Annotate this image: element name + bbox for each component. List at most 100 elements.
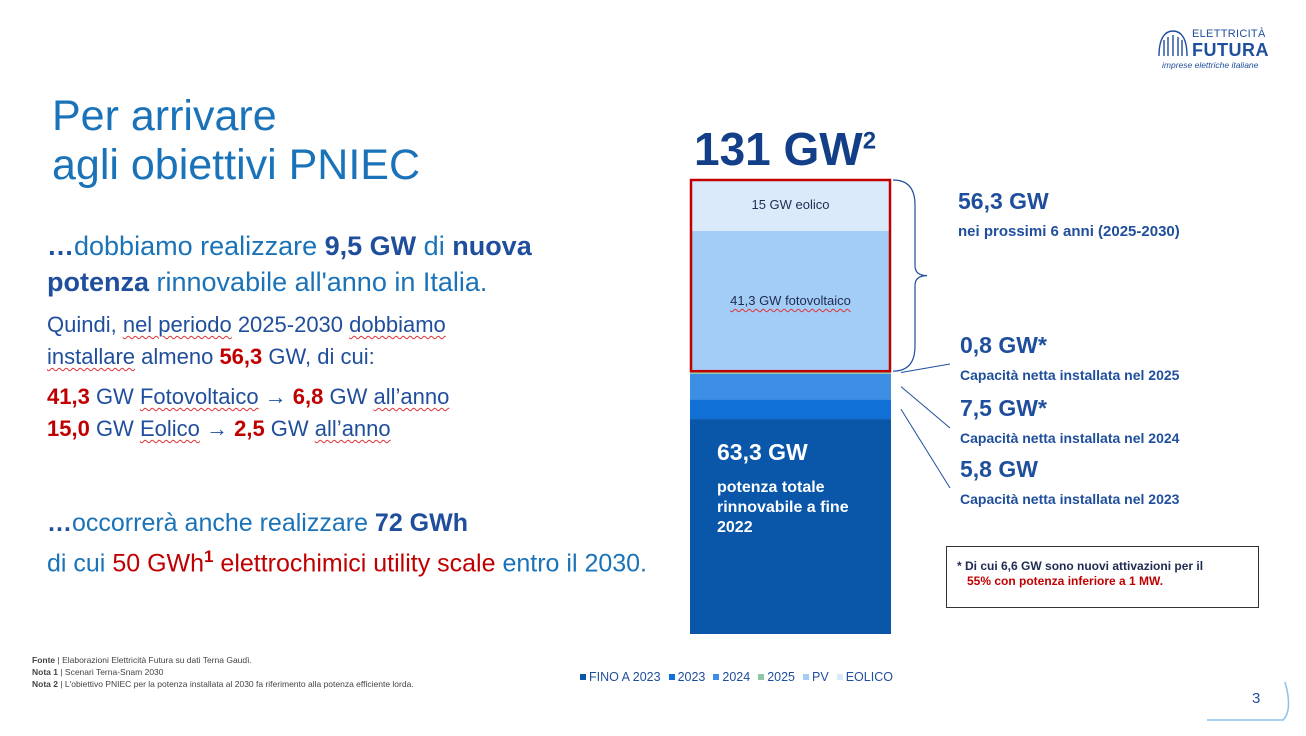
pv-unit: GW (89, 384, 140, 409)
bracket-value: 56,3 GW (958, 188, 1049, 214)
elettricita-futura-logo: ELETTRICITÀ FUTURA imprese elettriche it… (1156, 28, 1278, 73)
wind-allanno: all’anno (314, 416, 391, 441)
logo-columns-icon (1158, 30, 1188, 57)
footnote-1: 1 (204, 547, 214, 566)
wind-unit: GW (89, 416, 140, 441)
leader-line-2024 (900, 386, 951, 429)
storage-gwh: 50 GWh (112, 549, 205, 578)
wind-tail: GW (264, 416, 315, 441)
legend-item-2025: 2025 (758, 670, 795, 684)
legend-item-eolico: EOLICO (836, 670, 893, 684)
intro-text-f: rinnovabile all'anno in Italia. (149, 267, 488, 297)
eolico-bar-label: 15 GW eolico (751, 197, 830, 213)
bar-segment-eolico (690, 180, 891, 231)
corner-swoosh-icon (1207, 681, 1290, 721)
legend-swatch (758, 674, 765, 680)
label-2024: 7,5 GW* Capacità netta installata nel 20… (960, 395, 1179, 446)
label-2023: 5,8 GW Capacità netta installata nel 202… (960, 456, 1179, 507)
value-2025: 0,8 GW* (960, 332, 1047, 358)
legend-label: EOLICO (845, 670, 893, 684)
base-value: 63,3 GW (717, 439, 808, 466)
sublabel-2025: Capacità netta installata nel 2025 (960, 367, 1180, 383)
chart-total-label: 131 GW2 (694, 122, 876, 176)
pv-name: Fotovoltaico (139, 384, 259, 409)
arrow-icon: → (199, 416, 235, 441)
arrow-icon: → (258, 384, 293, 409)
pv-tail: GW (323, 384, 374, 409)
nota2-label: Nota 2 (32, 679, 58, 689)
intro-bold-potenza: potenza (47, 267, 150, 297)
breakdown-paragraph: 41,3 GW Fotovoltaico → 6,8 GW all’anno 1… (47, 381, 449, 445)
title-line-1: Per arrivare (52, 92, 277, 140)
storage-h: entro il 2030. (495, 549, 648, 578)
bar-segment-2024 (690, 373, 891, 400)
title-line-2: agli obiettivi PNIEC (52, 141, 421, 189)
bracket-label: 56,3 GW nei prossimi 6 anni (2025-2030) (958, 188, 1208, 241)
period-paragraph: Quindi, nel periodo 2025-2030 dobbiamo i… (47, 309, 446, 373)
bar-segment-2025 (690, 371, 891, 374)
page-number: 3 (1252, 690, 1261, 707)
pv-allanno: all’anno (373, 384, 450, 409)
storage-type: elettrochimici utility scale (213, 549, 496, 578)
note-line-1: * Di cui 6,6 GW sono nuovi attivazioni p… (957, 559, 1204, 573)
nota1-label: Nota 1 (32, 667, 58, 677)
nota1-text: | Scenari Terna-Snam 2030 (57, 667, 164, 677)
legend-swatch (580, 674, 586, 680)
base-bar-label: 63,3 GW potenza totale rinnovabile a fin… (717, 439, 867, 538)
intro-paragraph: …dobbiamo realizzare 9,5 GW di nuova pot… (47, 228, 647, 300)
pv-bar-label: 41,3 GW fotovoltaico (690, 293, 891, 308)
legend-label: 2025 (767, 670, 796, 684)
legend-item-2023: 2023 (668, 670, 706, 684)
legend-swatch (836, 674, 843, 680)
fonte-text: | Elaborazioni Elettricità Futura su dat… (55, 655, 252, 665)
intro-text-a: dobbiamo realizzare (74, 231, 325, 261)
legend-label: 2023 (677, 670, 706, 684)
intro-value: 9,5 GW (324, 231, 417, 261)
pv-yearly: 6,8 (292, 384, 324, 409)
ellipsis: … (47, 231, 74, 261)
chart-legend: FINO A 2023 2023 2024 2025 PV EOLICO (580, 670, 893, 684)
p2-b: nel periodo (122, 312, 232, 337)
legend-item-pv: PV (803, 670, 829, 684)
storage-d: di cui (47, 549, 113, 578)
storage-paragraph: …occorrerà anche realizzare 72 GWh di cu… (47, 507, 657, 580)
legend-label: PV (812, 670, 829, 684)
fonte-label: Fonte (32, 655, 56, 665)
bracket-brace (892, 179, 928, 372)
value-2024: 7,5 GW* (960, 395, 1047, 421)
intro-text-c: di (416, 231, 453, 261)
legend-label: FINO A 2023 (589, 670, 661, 684)
leader-line-2023 (900, 408, 951, 489)
note-box: * Di cui 6,6 GW sono nuovi attivazioni p… (946, 546, 1259, 608)
legend-swatch (713, 674, 720, 680)
bar-segment-pv (690, 230, 891, 372)
ellipsis: … (47, 509, 72, 537)
p2-h: GW, di cui: (262, 344, 375, 369)
pv-value: 41,3 (47, 384, 90, 409)
storage-text: occorrerà anche realizzare (72, 509, 375, 537)
value-2023: 5,8 GW (960, 456, 1038, 482)
page-title: Per arrivare agli obiettivi PNIEC (52, 92, 420, 190)
p2-d: dobbiamo (349, 312, 446, 337)
bar-segment-2023 (690, 399, 891, 420)
wind-yearly: 2,5 (234, 416, 265, 441)
p2-c: 2025-2030 (231, 312, 350, 337)
logo-line-1: ELETTRICITÀ (1192, 28, 1266, 40)
footnote-2: 2 (862, 127, 877, 155)
sublabel-2024: Capacità netta installata nel 2024 (960, 430, 1180, 446)
bar-segment-fino-a-2023 (690, 419, 891, 634)
intro-bold-nuova: nuova (452, 231, 532, 261)
p2-e: installare (47, 344, 136, 369)
pv-bar-label-text: 41,3 GW fotovoltaico (730, 293, 851, 309)
total-value: 131 GW (694, 123, 863, 175)
legend-item-2024: 2024 (713, 670, 750, 684)
legend-item-fino-a-2023: FINO A 2023 (580, 670, 661, 684)
wind-value: 15,0 (47, 416, 90, 441)
note-line-2: 55% con potenza inferiore a 1 MW. (967, 574, 1164, 588)
p2-value: 56,3 (219, 344, 263, 369)
label-2025: 0,8 GW* Capacità netta installata nel 20… (960, 332, 1179, 383)
storage-value: 72 GWh (374, 509, 468, 537)
leader-line-2025 (900, 363, 951, 374)
legend-swatch (803, 674, 810, 680)
